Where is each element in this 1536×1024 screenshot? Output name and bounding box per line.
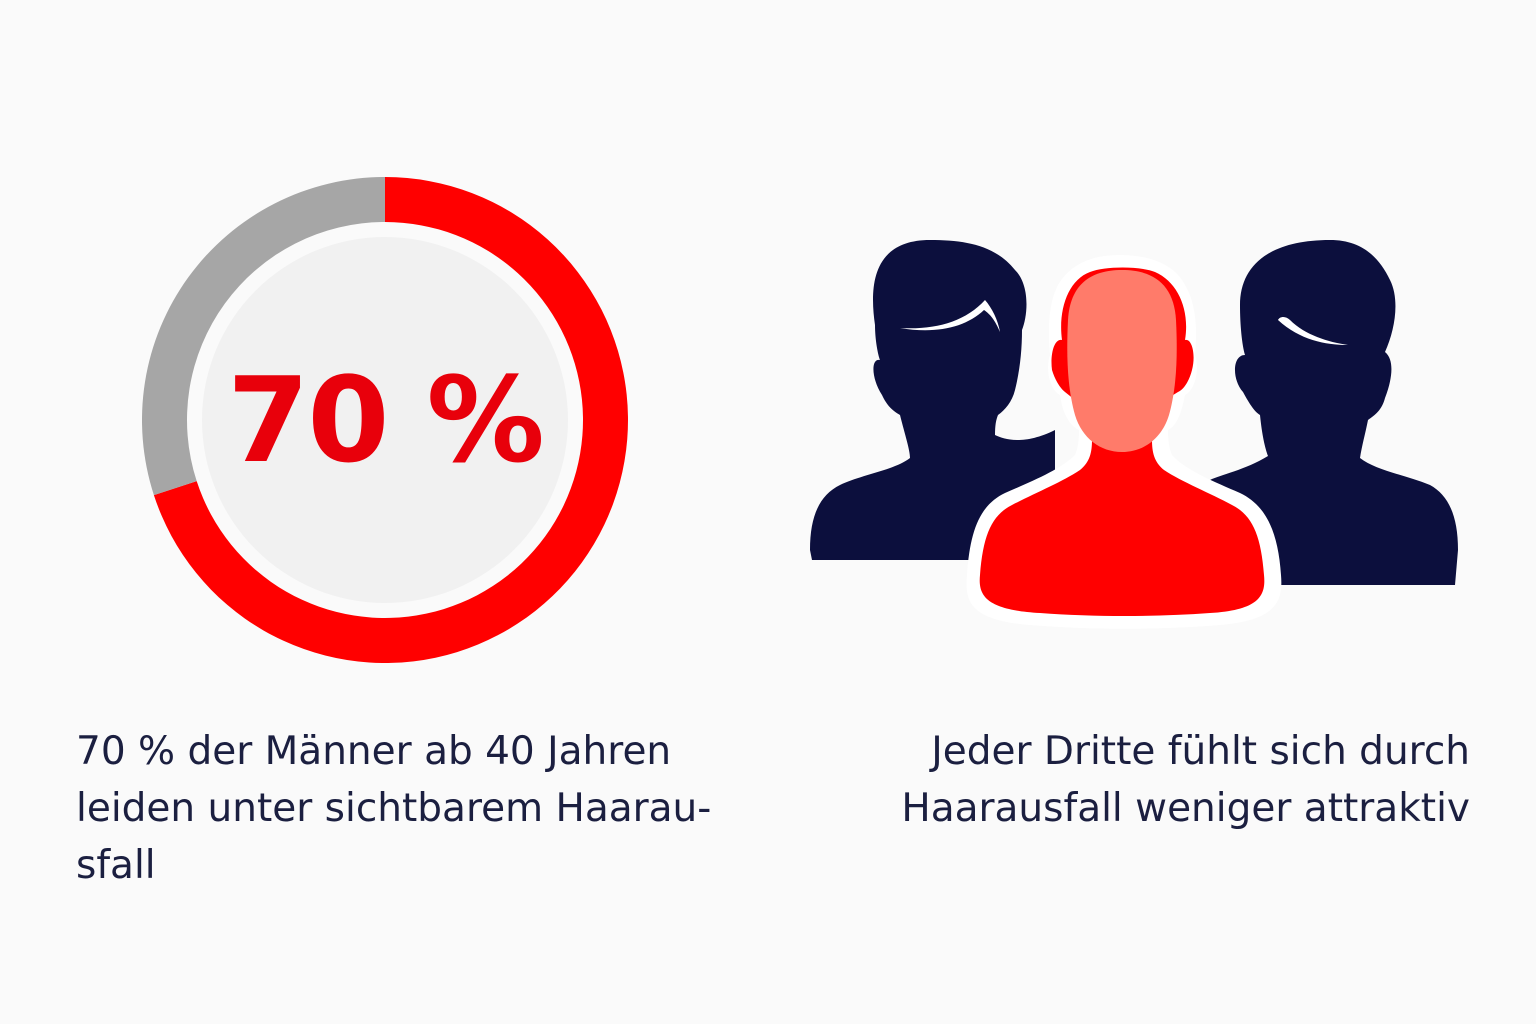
people-group-icon (810, 240, 1458, 629)
right-person-hair-line (1278, 317, 1348, 345)
right-caption-line-2: Haarausfall weniger attraktiv (901, 786, 1470, 831)
right-person-icon (1210, 240, 1458, 585)
center-person-body (979, 440, 1265, 616)
left-person-hair-line (900, 300, 1000, 332)
left-caption-line-2: leiden unter sichtbarem Haarau- (76, 786, 712, 831)
right-caption: Jeder Dritte fühlt sich durch Haarausfal… (810, 723, 1470, 837)
center-person-face (1067, 270, 1177, 452)
center-person-icon (966, 255, 1282, 629)
right-person-silhouette (1210, 240, 1458, 585)
right-caption-line-1: Jeder Dritte fühlt sich durch (931, 729, 1470, 774)
donut-chart: 70 % (140, 175, 630, 665)
donut-inner-disc (202, 237, 568, 603)
left-caption: 70 % der Männer ab 40 Jahren leiden unte… (76, 723, 776, 894)
left-person-icon (810, 240, 1055, 560)
left-caption-line-3: sfall (76, 843, 156, 888)
left-caption-line-1: 70 % der Männer ab 40 Jahren (76, 729, 672, 774)
donut-chart-svg (141, 177, 629, 663)
left-person-silhouette (810, 240, 1055, 560)
donut-center-label: 70 % (227, 351, 545, 489)
donut-slice-2 (141, 177, 385, 496)
